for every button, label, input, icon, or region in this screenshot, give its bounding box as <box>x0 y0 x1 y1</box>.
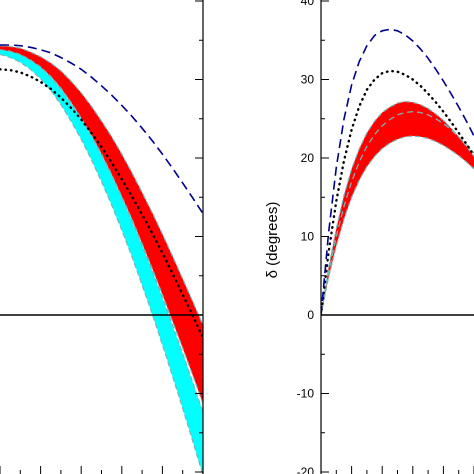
series-dashed-line <box>0 44 203 215</box>
y-tick-label: 40 <box>301 0 315 8</box>
series-band-0 <box>321 101 474 315</box>
series-band-edge-lower <box>0 49 203 404</box>
series-band-edge-upper <box>321 100 474 316</box>
plot-area <box>0 44 203 474</box>
left-panel <box>0 0 204 474</box>
y-tick-label: -20 <box>297 465 315 474</box>
y-tick-label: 20 <box>301 151 315 165</box>
y-tick-label: 0 <box>307 308 314 322</box>
plot-area <box>321 28 474 317</box>
series-dashed-line <box>321 28 474 316</box>
series-band-edge-lower <box>0 53 203 474</box>
y-tick-label: -10 <box>297 387 315 401</box>
right-y-axis-label: δ (degrees) <box>264 202 281 279</box>
series-dotted-line <box>0 68 203 339</box>
series-band-edge-upper <box>0 45 203 326</box>
series-mid-dashed-line <box>321 111 474 316</box>
y-tick-label: 30 <box>301 73 315 87</box>
y-tick-label: 10 <box>301 230 315 244</box>
right-panel: -20 -10 0 10 20 30 40 <box>297 0 474 474</box>
series-dotted-line <box>321 69 474 317</box>
series-band-edge-lower <box>321 135 474 316</box>
